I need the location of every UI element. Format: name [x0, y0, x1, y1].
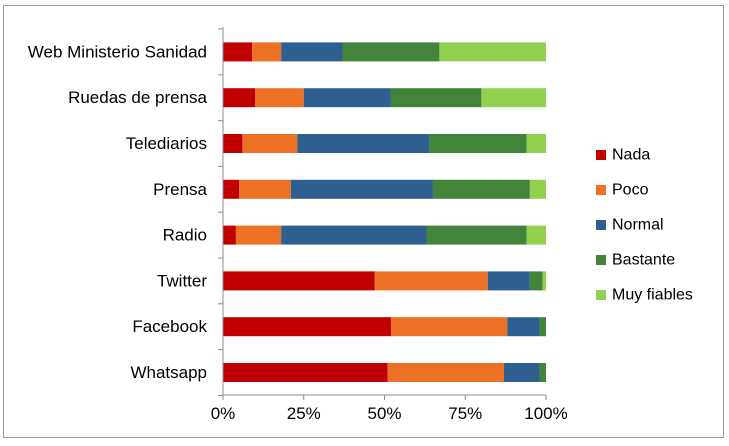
- legend-label-normal: Normal: [612, 217, 664, 234]
- bar-segment-normal-5: [487, 271, 530, 291]
- chart-frame: Web Ministerio Sanidad Ruedas de prensa Te…: [3, 5, 724, 438]
- bar-segment-nada-2: [223, 134, 243, 153]
- bar-segment-poco-1: [255, 88, 304, 108]
- legend-label-nada: Nada: [612, 147, 650, 164]
- x-tick-label-3: 75%: [448, 404, 482, 423]
- category-label-1: Ruedas de prensa: [68, 88, 207, 107]
- bar-segment-poco-7: [387, 363, 505, 382]
- bar-segment-nada-0: [223, 42, 253, 62]
- bar-segment-nada-4: [223, 225, 236, 245]
- bar-segment-muy-fiables-4: [526, 225, 546, 245]
- bar-segment-normal-6: [507, 317, 540, 337]
- bars-group: [223, 42, 546, 382]
- axes-group: [218, 27, 547, 400]
- bar-segment-normal-0: [281, 42, 343, 62]
- bar-segment-normal-1: [303, 88, 391, 108]
- category-label-5: Twitter: [157, 271, 207, 290]
- category-label-7: Whatsapp: [130, 363, 207, 382]
- bar-segment-bastante-0: [342, 42, 440, 62]
- bar-segment-poco-0: [252, 42, 282, 62]
- legend-swatch-bastante: [596, 255, 606, 265]
- category-label-0: Web Ministerio Sanidad: [28, 42, 207, 61]
- stacked-bar-chart: Web Ministerio Sanidad Ruedas de prensa Te…: [28, 27, 693, 423]
- legend-swatch-muy-fiables: [596, 290, 606, 300]
- x-tick-label-0: 0%: [211, 404, 236, 423]
- bar-segment-bastante-7: [539, 363, 546, 382]
- bar-segment-bastante-5: [529, 271, 543, 291]
- legend-swatch-poco: [596, 185, 606, 195]
- bar-segment-nada-3: [223, 179, 240, 199]
- x-tick-label-1: 25%: [287, 404, 321, 423]
- category-label-3: Prensa: [153, 180, 207, 199]
- bar-segment-muy-fiables-5: [542, 271, 546, 291]
- bar-segment-nada-5: [223, 271, 375, 291]
- category-label-6: Facebook: [132, 317, 207, 336]
- category-label-2: Telediarios: [126, 134, 207, 153]
- legend-swatch-normal: [596, 220, 606, 230]
- bar-segment-poco-6: [390, 317, 508, 337]
- category-label-4: Radio: [163, 226, 207, 245]
- bar-segment-bastante-2: [429, 134, 527, 153]
- bar-segment-poco-2: [242, 134, 298, 153]
- legend-swatch-nada: [596, 150, 606, 160]
- bar-segment-muy-fiables-0: [439, 42, 546, 62]
- bar-segment-nada-1: [223, 88, 256, 108]
- bar-segment-muy-fiables-2: [526, 134, 546, 153]
- bar-segment-poco-4: [235, 225, 282, 245]
- bar-segment-nada-6: [223, 317, 391, 337]
- bar-segment-poco-3: [239, 179, 291, 199]
- bar-segment-muy-fiables-1: [481, 88, 546, 108]
- legend-label-muy-fiables: Muy fiables: [612, 287, 693, 304]
- bar-segment-bastante-4: [426, 225, 527, 245]
- bar-segment-normal-3: [290, 179, 433, 199]
- bar-segment-muy-fiables-3: [529, 179, 546, 199]
- bar-segment-bastante-3: [432, 179, 530, 199]
- legend-label-bastante: Bastante: [612, 252, 675, 269]
- category-labels: Web Ministerio Sanidad Ruedas de prensa Te…: [28, 42, 208, 382]
- bar-segment-normal-7: [504, 363, 540, 382]
- bar-segment-poco-5: [374, 271, 488, 291]
- bar-segment-normal-2: [297, 134, 430, 153]
- x-tick-label-4: 100%: [524, 404, 567, 423]
- bar-segment-normal-4: [281, 225, 427, 245]
- legend: Nada Poco Normal Bastante Muy fiables: [596, 147, 693, 304]
- x-tick-label-2: 50%: [367, 404, 401, 423]
- legend-label-poco: Poco: [612, 182, 649, 199]
- bar-segment-nada-7: [223, 363, 388, 382]
- bar-segment-bastante-6: [539, 317, 546, 337]
- x-tick-labels: 0% 25% 50% 75% 100%: [211, 404, 568, 423]
- bar-segment-bastante-1: [390, 88, 482, 108]
